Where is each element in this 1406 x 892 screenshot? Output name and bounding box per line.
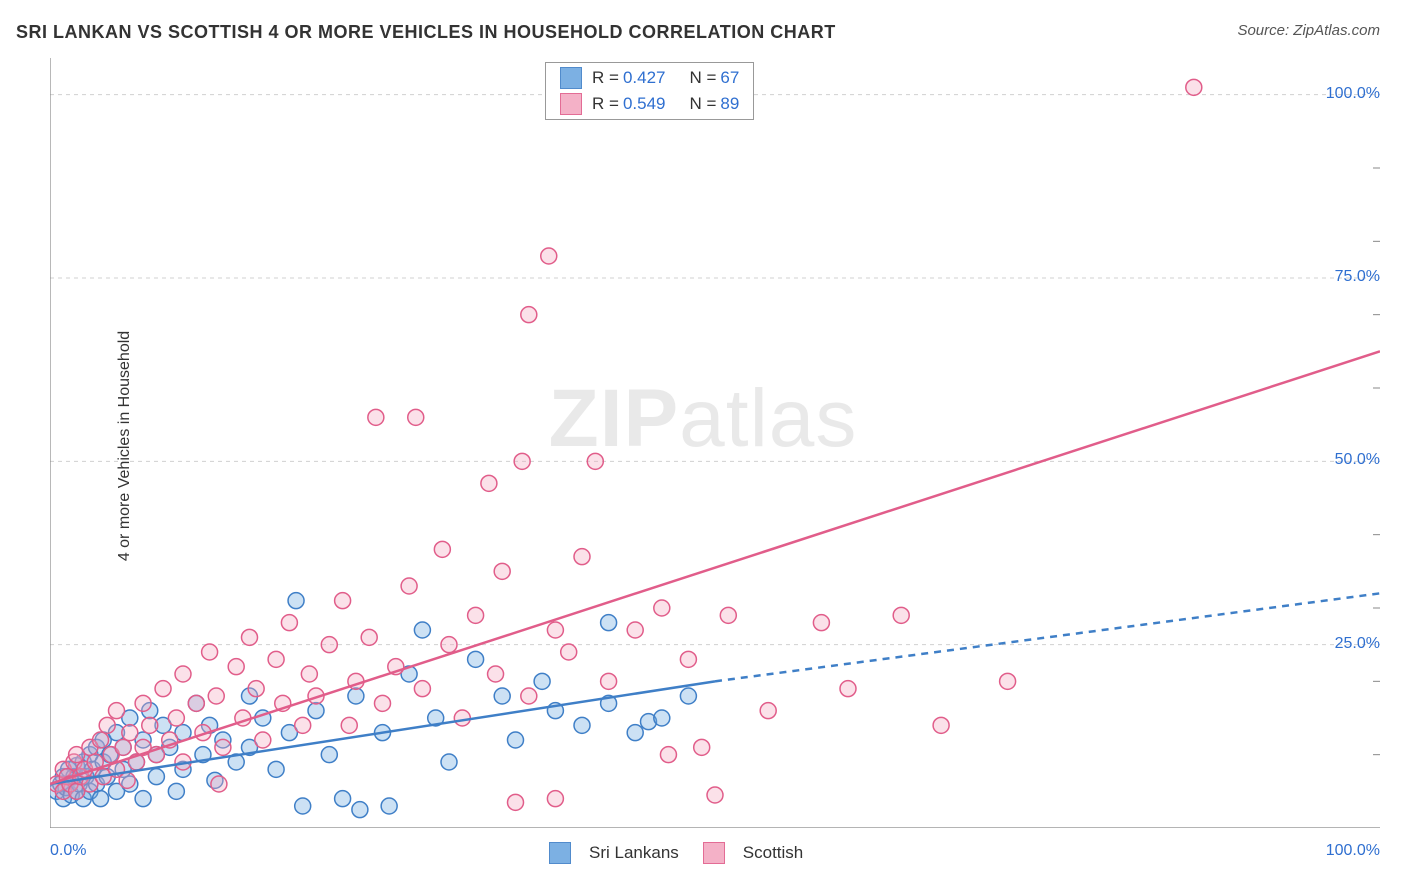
legend-item-scottish: Scottish xyxy=(703,842,803,864)
plot-area xyxy=(50,58,1380,828)
stat-r-label: R = xyxy=(592,94,619,114)
legend-label-scottish: Scottish xyxy=(743,843,803,863)
stat-n-label: N = xyxy=(689,68,716,88)
stat-r-value-scottish: 0.549 xyxy=(623,94,666,114)
stat-n-value-scottish: 89 xyxy=(720,94,739,114)
stat-r-value-sri-lankan: 0.427 xyxy=(623,68,666,88)
chart-title: SRI LANKAN VS SCOTTISH 4 OR MORE VEHICLE… xyxy=(16,22,836,43)
stat-r-label: R = xyxy=(592,68,619,88)
x-tick-0: 0.0% xyxy=(50,842,86,860)
series-legend: Sri Lankans Scottish xyxy=(549,842,803,864)
source-label: Source: ZipAtlas.com xyxy=(1237,22,1380,39)
stats-legend: R = 0.427 N = 67 R = 0.549 N = 89 xyxy=(545,62,754,120)
y-tick-75: 75.0% xyxy=(1335,268,1380,286)
y-tick-50: 50.0% xyxy=(1335,451,1380,469)
y-tick-100: 100.0% xyxy=(1326,85,1380,103)
x-tick-100: 100.0% xyxy=(1326,842,1380,860)
stats-row-scottish: R = 0.549 N = 89 xyxy=(546,91,753,117)
scatter-svg xyxy=(50,58,1380,828)
swatch-scottish xyxy=(560,93,582,115)
y-tick-25: 25.0% xyxy=(1335,635,1380,653)
stat-n-value-sri-lankan: 67 xyxy=(720,68,739,88)
stat-n-label: N = xyxy=(689,94,716,114)
stats-row-sri-lankan: R = 0.427 N = 67 xyxy=(546,65,753,91)
swatch-sri-lankan xyxy=(560,67,582,89)
legend-item-sri-lankan: Sri Lankans xyxy=(549,842,679,864)
legend-swatch-scottish xyxy=(703,842,725,864)
legend-swatch-sri-lankan xyxy=(549,842,571,864)
legend-label-sri-lankan: Sri Lankans xyxy=(589,843,679,863)
